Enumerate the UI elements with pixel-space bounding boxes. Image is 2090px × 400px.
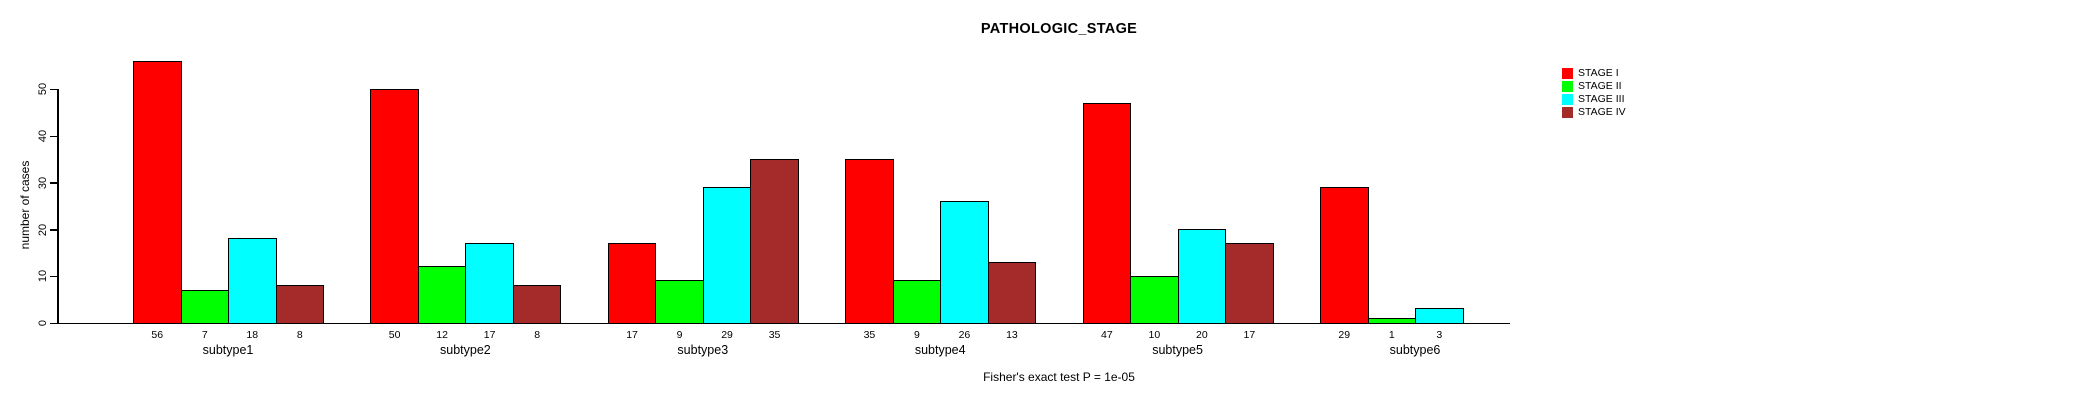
bar-value-label: 13 xyxy=(1006,329,1018,341)
y-axis-line xyxy=(57,88,59,324)
bar-subtype4-stage-iv xyxy=(987,261,1037,324)
bar-value-label: 8 xyxy=(534,329,541,341)
bar-value-label: 35 xyxy=(768,329,781,341)
legend-label: STAGE II xyxy=(1578,80,1622,92)
y-tick-mark xyxy=(50,135,57,137)
bar-value-label: 9 xyxy=(676,329,683,341)
legend-label: STAGE IV xyxy=(1578,106,1626,118)
bar-subtype6-stage-ii xyxy=(1367,317,1416,324)
y-tick-mark xyxy=(50,88,57,91)
y-tick-mark xyxy=(50,229,57,231)
bar-subtype3-stage-ii xyxy=(655,280,704,324)
bar-value-label: 17 xyxy=(1243,329,1256,341)
bar-subtype3-stage-iii xyxy=(702,186,752,324)
y-tick-mark xyxy=(50,275,57,278)
bar-subtype4-stage-ii xyxy=(892,280,942,324)
legend-label: STAGE III xyxy=(1578,93,1625,105)
chart-title: PATHOLOGIC_STAGE xyxy=(980,21,1138,37)
y-tick-label: 50 xyxy=(37,83,49,96)
bar-subtype1-stage-iv xyxy=(275,285,324,324)
bar-subtype5-stage-i xyxy=(1082,102,1132,324)
category-label-subtype2: subtype2 xyxy=(440,343,491,357)
bar-value-label: 10 xyxy=(1148,329,1161,341)
bar-value-label: 1 xyxy=(1388,329,1395,341)
bar-value-label: 26 xyxy=(958,329,971,341)
bar-value-label: 35 xyxy=(863,329,876,341)
bar-subtype5-stage-ii xyxy=(1130,275,1179,324)
legend-swatch-icon xyxy=(1562,94,1573,105)
legend-swatch-icon xyxy=(1562,81,1573,92)
y-tick-label: 10 xyxy=(37,270,49,283)
y-tick-label: 30 xyxy=(37,176,49,189)
bar-value-label: 29 xyxy=(1338,329,1351,341)
y-tick-label: 20 xyxy=(37,223,49,236)
legend-swatch-icon xyxy=(1562,68,1573,79)
y-tick-mark xyxy=(50,182,57,184)
y-tick-label: 0 xyxy=(37,319,49,327)
bar-subtype2-stage-iv xyxy=(512,285,562,324)
category-label-subtype4: subtype4 xyxy=(914,343,966,357)
bar-subtype3-stage-iv xyxy=(750,158,799,324)
y-tick-label: 40 xyxy=(37,129,49,143)
category-label-subtype6: subtype6 xyxy=(1389,343,1441,357)
bar-subtype5-stage-iv xyxy=(1225,243,1274,324)
bar-value-label: 47 xyxy=(1101,329,1113,341)
category-label-subtype5: subtype5 xyxy=(1152,343,1203,357)
bar-value-label: 9 xyxy=(914,329,920,341)
y-tick-mark xyxy=(50,322,57,324)
bar-value-label: 20 xyxy=(1196,329,1208,341)
bar-subtype3-stage-i xyxy=(607,243,657,324)
bar-subtype2-stage-i xyxy=(370,88,419,324)
bar-subtype2-stage-ii xyxy=(417,266,467,324)
bar-value-label: 50 xyxy=(388,329,401,341)
bar-value-label: 3 xyxy=(1436,329,1443,341)
bar-value-label: 29 xyxy=(721,329,733,341)
bar-value-label: 18 xyxy=(246,329,259,341)
bar-subtype6-stage-iii xyxy=(1415,308,1464,324)
category-label-subtype1: subtype1 xyxy=(202,343,254,357)
bar-value-label: 17 xyxy=(483,329,496,341)
legend-label: STAGE I xyxy=(1578,67,1619,79)
legend: STAGE I STAGE II STAGE III STAGE IV xyxy=(1562,67,1682,123)
bar-value-label: 8 xyxy=(296,329,303,341)
bar-subtype4-stage-i xyxy=(845,158,894,324)
bar-subtype6-stage-i xyxy=(1320,186,1369,324)
bar-subtype4-stage-iii xyxy=(940,200,989,324)
bar-subtype2-stage-iii xyxy=(465,243,514,324)
bar-value-label: 17 xyxy=(626,329,638,341)
category-label-subtype3: subtype3 xyxy=(677,343,729,357)
bar-subtype1-stage-ii xyxy=(180,289,229,324)
footnote-fisher-test: Fisher's exact test P = 1e-05 xyxy=(983,370,1135,384)
bar-subtype1-stage-iii xyxy=(228,238,277,324)
legend-swatch-icon xyxy=(1562,107,1573,118)
bar-value-label: 7 xyxy=(201,329,208,341)
bar-subtype1-stage-i xyxy=(133,60,182,324)
bar-value-label: 12 xyxy=(436,329,448,341)
bar-subtype5-stage-iii xyxy=(1177,229,1227,324)
bar-value-label: 56 xyxy=(151,329,164,341)
